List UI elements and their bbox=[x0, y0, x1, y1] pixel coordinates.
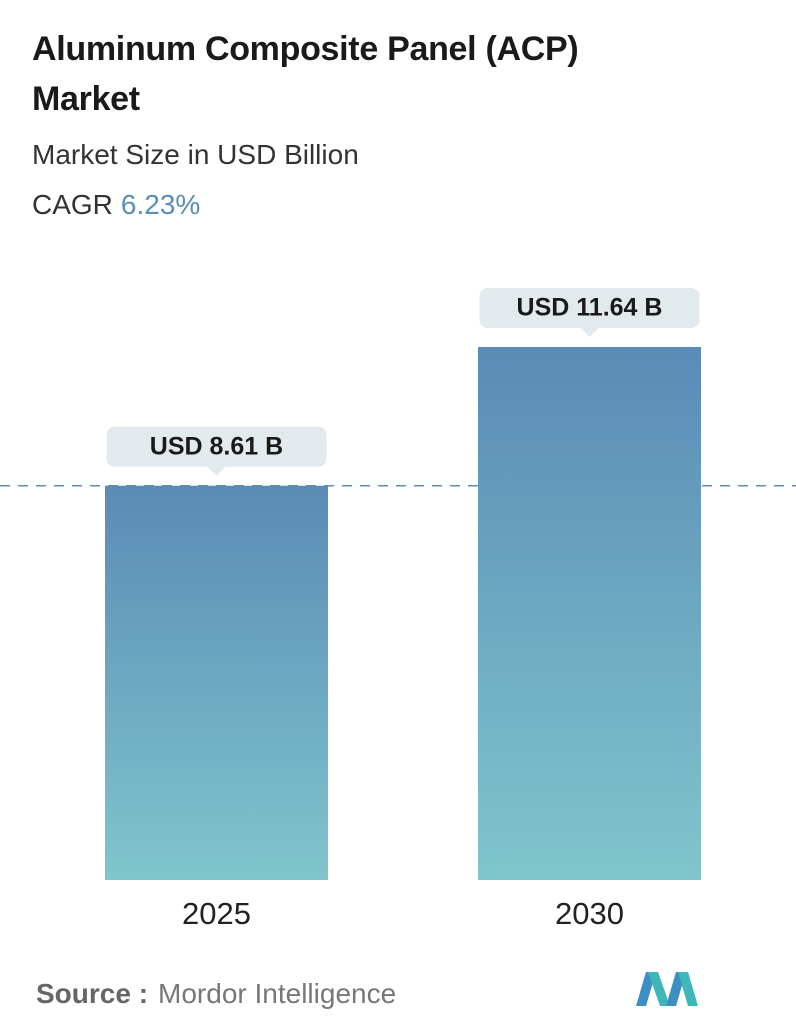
value-label-pointer bbox=[580, 328, 599, 337]
cagr-label: CAGR bbox=[32, 189, 113, 220]
cagr: CAGR 6.23% bbox=[32, 189, 200, 221]
value-label-pointer bbox=[207, 466, 226, 476]
value-label-box bbox=[479, 288, 700, 328]
logo bbox=[636, 972, 698, 1006]
source: Source : Mordor Intelligence bbox=[36, 978, 396, 1010]
source-label: Source : bbox=[36, 978, 149, 1009]
source-name: Mordor Intelligence bbox=[158, 978, 397, 1009]
x-tick-label: 2030 bbox=[555, 896, 624, 931]
value-label: USD 8.61 B bbox=[150, 432, 283, 460]
chart-subtitle: Market Size in USD Billion bbox=[32, 139, 359, 170]
chart-title: Aluminum Composite Panel (ACP) Market bbox=[32, 30, 579, 118]
cagr-value: 6.23% bbox=[120, 189, 201, 220]
bar bbox=[105, 485, 328, 880]
value-label: USD 11.64 B bbox=[517, 294, 663, 322]
bar bbox=[478, 347, 701, 880]
x-tick-label: 2025 bbox=[182, 896, 251, 931]
value-label-box bbox=[106, 426, 327, 467]
